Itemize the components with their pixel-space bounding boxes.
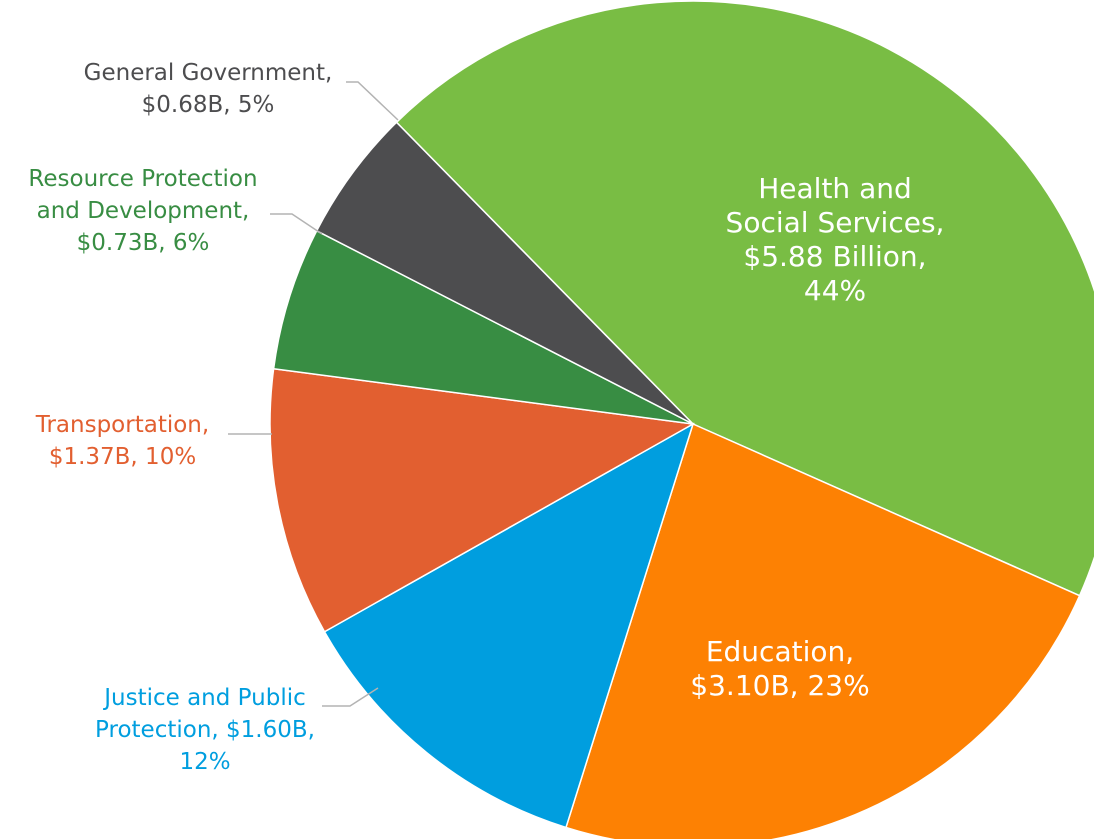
pie-slices — [269, 0, 1094, 839]
pie-slice-resource-protection-and-development — [272, 229, 694, 425]
leader-lines — [228, 81, 399, 707]
label-education: Education, $3.10B, 23% — [690, 635, 870, 702]
leader-line-justice-public-protection — [322, 687, 379, 707]
label-transportation: Transportation, $1.37B, 10% — [35, 412, 210, 470]
label-health-social-services: Health and Social Services, $5.88 Billio… — [725, 172, 945, 307]
leader-line-general-government — [346, 81, 399, 121]
leader-line-resource-protection — [270, 213, 323, 235]
pie-slice-health-and-social-services — [395, 0, 1094, 597]
pie-slice-education — [565, 422, 1081, 839]
label-general-government: General Government, $0.68B, 5% — [83, 60, 333, 118]
label-resource-protection-development: Resource Protection and Development, $0.… — [28, 166, 258, 256]
pie-slice-transportation — [269, 367, 696, 633]
pie-slice-justice-and-public-protection — [323, 422, 695, 829]
label-justice-public-protection: Justice and Public Protection, $1.60B, 1… — [95, 685, 315, 775]
